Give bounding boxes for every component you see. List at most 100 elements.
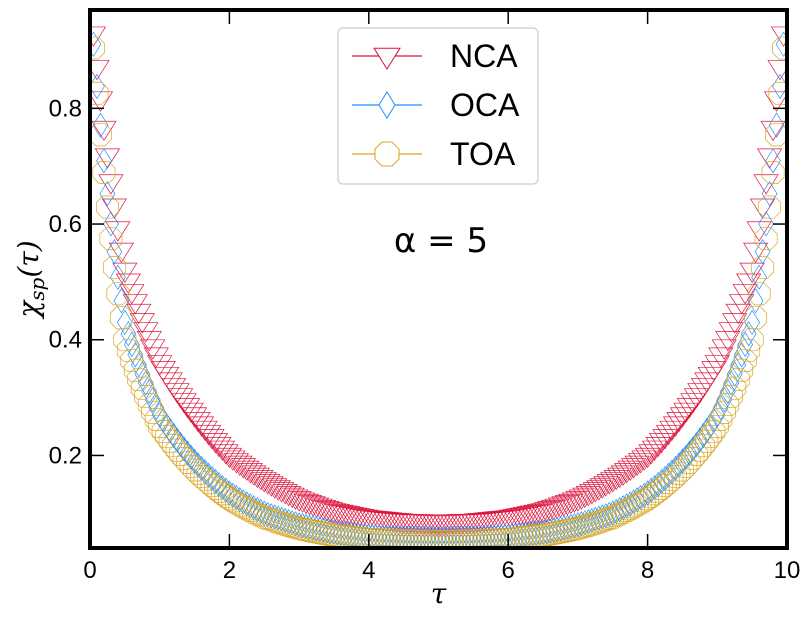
data-point: [228, 493, 252, 517]
data-point: [716, 387, 733, 413]
data-point: [729, 294, 755, 315]
data-point: [756, 148, 783, 169]
data-point: [101, 198, 128, 219]
data-point: [190, 452, 206, 478]
data-point: [202, 433, 229, 454]
data-point: [92, 161, 116, 185]
data-point: [514, 525, 538, 548]
data-point: [597, 503, 614, 529]
data-point: [137, 393, 161, 417]
data-point: [465, 529, 489, 548]
data-point: [669, 407, 696, 428]
data-point: [760, 120, 786, 142]
data-point: [291, 512, 307, 538]
data-point: [535, 523, 558, 547]
data-point: [712, 394, 729, 421]
data-point: [90, 123, 112, 147]
data-point: [565, 491, 591, 512]
data-point: [763, 91, 787, 112]
data-point: [538, 522, 562, 546]
data-point: [716, 393, 740, 417]
data-point: [617, 460, 643, 481]
x-tick-label: 0: [83, 557, 96, 584]
data-point: [282, 489, 309, 510]
data-point: [621, 458, 647, 479]
data-point: [186, 448, 203, 474]
data-point: [238, 499, 262, 523]
data-point: [660, 462, 677, 488]
data-point: [305, 520, 328, 544]
data-point: [607, 467, 633, 488]
data-point: [664, 465, 687, 488]
data-point: [165, 422, 182, 449]
data-point: [437, 530, 461, 548]
data-point: [458, 529, 482, 548]
data-point: [434, 530, 457, 548]
data-point: [622, 495, 646, 519]
data-point: [650, 476, 673, 500]
data-point: [517, 525, 541, 548]
data-point: [580, 512, 604, 536]
data-point: [102, 256, 126, 279]
data-point: [136, 331, 162, 352]
data-point: [165, 438, 189, 462]
data-point: [568, 489, 595, 510]
data-point: [345, 508, 371, 529]
data-point: [252, 505, 276, 529]
data-point: [582, 482, 608, 503]
data-point: [123, 358, 147, 382]
data-point: [573, 514, 597, 538]
data-point: [199, 429, 225, 450]
data-point: [740, 321, 757, 347]
data-point: [768, 81, 787, 105]
data-point: [259, 508, 283, 532]
data-point: [120, 321, 137, 347]
data-point: [103, 211, 119, 237]
data-point: [624, 455, 650, 477]
y-tick-label: 0.6: [49, 211, 82, 238]
data-point: [120, 349, 144, 372]
data-point: [303, 497, 330, 518]
data-point: [287, 516, 311, 540]
data-point: [216, 447, 243, 469]
data-point: [685, 436, 701, 462]
data-point: [492, 510, 518, 531]
data-point: [210, 482, 234, 506]
data-point: [556, 515, 572, 541]
data-point: [242, 500, 266, 524]
data-point: [743, 242, 769, 263]
data-point: [461, 529, 485, 548]
data-point: [611, 497, 628, 523]
data-point: [489, 528, 513, 548]
data-point: [677, 450, 701, 474]
data-point: [183, 444, 199, 470]
data-point: [558, 493, 584, 515]
plot-marks: [90, 10, 787, 548]
data-point: [503, 527, 527, 548]
data-point: [90, 81, 109, 105]
data-point: [308, 516, 325, 542]
data-point: [695, 422, 712, 449]
data-point: [451, 529, 475, 548]
data-point: [552, 516, 569, 542]
data-point: [722, 313, 748, 334]
data-point: [289, 492, 316, 513]
data-point: [363, 511, 389, 532]
data-point: [751, 256, 775, 279]
data-point: [96, 148, 112, 174]
x-tick-label: 2: [223, 557, 236, 584]
data-point: [691, 434, 715, 458]
data-point: [566, 516, 590, 540]
data-point: [667, 461, 691, 485]
data-point: [207, 479, 231, 503]
data-point: [590, 509, 614, 533]
data-point: [596, 474, 622, 495]
data-point: [695, 429, 719, 453]
data-point: [676, 398, 703, 419]
x-tick-label: 10: [774, 557, 801, 584]
data-point: [593, 476, 619, 497]
data-point: [158, 429, 182, 453]
data-point: [312, 516, 328, 543]
data-point: [90, 26, 107, 47]
